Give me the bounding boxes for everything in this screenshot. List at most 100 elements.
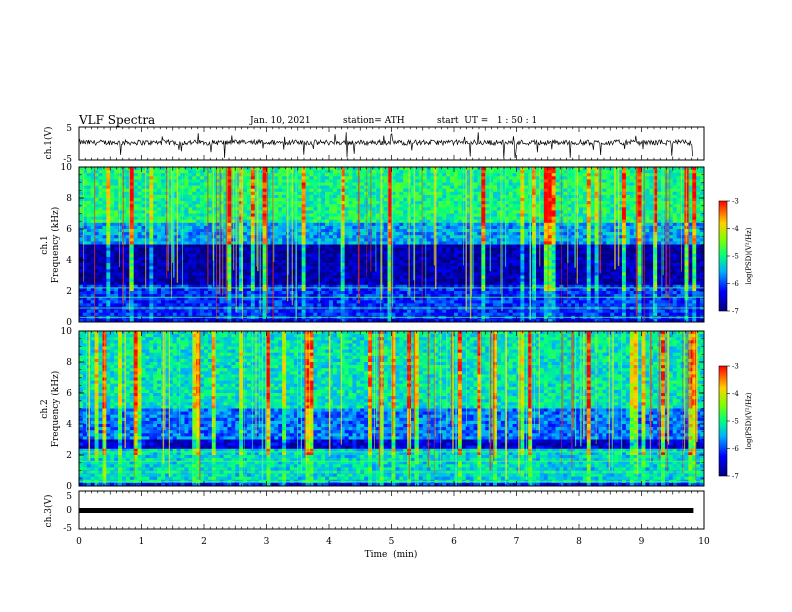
- spectrogram-cell: [94, 216, 99, 220]
- spectrogram-cell: [465, 210, 470, 214]
- spectrogram-cell: [532, 198, 537, 202]
- spectrogram-cell: [383, 198, 388, 202]
- spectrogram-cell: [590, 238, 595, 242]
- spectrogram-cell: [321, 179, 326, 183]
- spectrogram-cell: [602, 244, 607, 248]
- spectrogram-cell: [371, 188, 377, 193]
- spectrogram-cell: [500, 222, 506, 227]
- spectrogram-cell: [223, 235, 228, 239]
- spectrogram-cell: [645, 191, 650, 196]
- spectrogram-cell: [329, 173, 334, 177]
- spectrogram-cell: [227, 167, 232, 171]
- spectrogram-cell: [465, 188, 470, 193]
- spectrogram-cell: [344, 241, 349, 245]
- spectrogram-cell: [446, 173, 451, 177]
- spectrogram-cell: [481, 201, 486, 205]
- spectrogram-cell: [125, 247, 131, 251]
- spectrogram-cell: [629, 235, 634, 239]
- spectrogram-cell: [309, 247, 314, 251]
- spectrogram-cell: [657, 188, 662, 193]
- spectrogram-cell: [106, 179, 111, 183]
- spectrogram-cell: [172, 216, 177, 220]
- spectrogram-cell: [450, 216, 455, 220]
- spectrogram-cell: [121, 216, 127, 220]
- spectrogram-cell: [118, 198, 123, 202]
- spectrogram-cell: [94, 244, 99, 248]
- spectrogram-cell: [696, 241, 701, 245]
- spectrogram-cell: [524, 188, 529, 193]
- spectrogram-cell: [551, 250, 556, 255]
- spectrogram-cell: [696, 194, 701, 199]
- spectrogram-cell: [625, 185, 631, 189]
- spectrogram-cell: [645, 188, 650, 193]
- spectrogram-cell: [621, 216, 627, 220]
- spectrogram-cell: [254, 216, 259, 220]
- spectrogram-cell: [414, 213, 420, 217]
- spectrogram-cell: [536, 194, 541, 199]
- spectrogram-cell: [512, 173, 517, 177]
- spectrogram-cell: [411, 182, 416, 186]
- spectrogram-cell: [629, 222, 634, 227]
- spectrogram-cell: [571, 173, 576, 177]
- spectrogram-cell: [172, 210, 177, 214]
- spectrogram-cell: [454, 201, 459, 205]
- spectrogram-cell: [602, 235, 607, 239]
- spectrogram-cell: [516, 238, 521, 242]
- spectrogram-cell: [223, 247, 228, 251]
- spectrogram-cell: [329, 225, 334, 230]
- spectrogram-cell: [301, 179, 306, 183]
- spectrogram-cell: [129, 250, 134, 255]
- spectrogram-cell: [637, 176, 642, 180]
- spectrogram-cell: [336, 229, 342, 233]
- spectrogram-cell: [547, 238, 552, 242]
- spectrogram-cell: [246, 241, 252, 245]
- spectrogram-cell: [110, 232, 115, 236]
- spectrogram-cell: [301, 256, 306, 261]
- spectrogram-cell: [536, 167, 541, 171]
- spectrogram-cell: [664, 222, 670, 227]
- spectrogram-cell: [465, 244, 470, 248]
- spectrogram-cell: [399, 238, 404, 242]
- spectrogram-cell: [586, 244, 592, 248]
- spectrogram-cell: [200, 198, 205, 202]
- spectrogram-cell: [110, 207, 115, 211]
- spectrogram-cell: [520, 204, 525, 208]
- spectrogram-cell: [645, 232, 650, 236]
- spectrogram-cell: [621, 247, 627, 251]
- spectrogram-cell: [196, 188, 201, 193]
- spectrogram-cell: [168, 207, 174, 211]
- spectrogram-cell: [524, 167, 529, 171]
- spectrogram-cell: [430, 207, 435, 211]
- spectrogram-cell: [305, 229, 310, 233]
- spectrogram-cell: [387, 198, 392, 202]
- spectrogram-cell: [489, 182, 494, 186]
- spectrogram-cell: [387, 194, 392, 199]
- spectrogram-cell: [368, 250, 373, 255]
- spectrogram-cell: [371, 204, 377, 208]
- spectrogram-cell: [375, 241, 381, 245]
- spectrogram-cell: [481, 204, 486, 208]
- spectrogram-cell: [368, 204, 373, 208]
- spectrogram-cell: [360, 167, 365, 171]
- spectrogram-cell: [348, 185, 353, 189]
- spectrogram-cell: [493, 198, 498, 202]
- spectrogram-cell: [676, 182, 681, 186]
- spectrogram-cell: [129, 210, 134, 214]
- spectrogram-cell: [243, 188, 248, 193]
- spectrogram-cell: [547, 241, 552, 245]
- spectrogram-cell: [235, 222, 240, 227]
- spectrogram-cell: [200, 256, 205, 261]
- spectrogram-cell: [629, 201, 634, 205]
- spectrogram-cell: [465, 185, 470, 189]
- spectrogram-cell: [188, 241, 193, 245]
- spectrogram-cell: [86, 198, 92, 202]
- spectrogram-cell: [676, 225, 681, 230]
- spectrogram-cell: [352, 253, 357, 258]
- spectrogram-cell: [465, 238, 470, 242]
- spectrogram-cell: [145, 241, 150, 245]
- spectrogram-cell: [438, 207, 443, 211]
- spectrogram-cell: [266, 204, 271, 208]
- spectrogram-cell: [121, 194, 127, 199]
- spectrogram-cell: [161, 188, 166, 193]
